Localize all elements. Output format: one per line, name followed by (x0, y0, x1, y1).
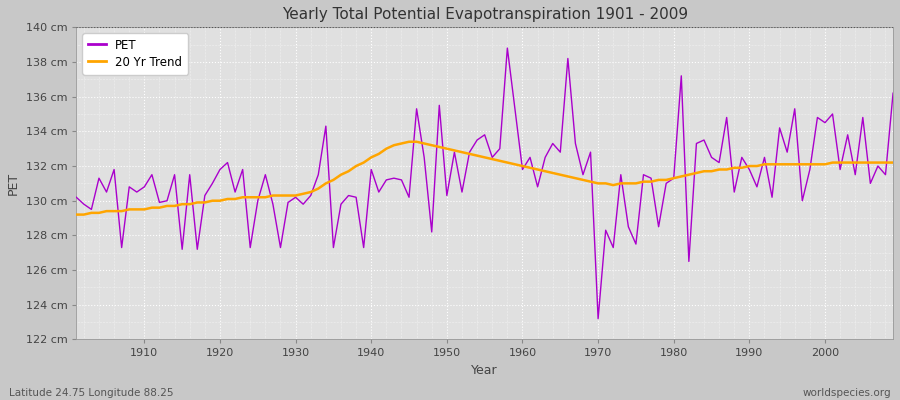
Text: Latitude 24.75 Longitude 88.25: Latitude 24.75 Longitude 88.25 (9, 388, 174, 398)
Legend: PET, 20 Yr Trend: PET, 20 Yr Trend (82, 33, 188, 74)
Title: Yearly Total Potential Evapotranspiration 1901 - 2009: Yearly Total Potential Evapotranspiratio… (282, 7, 688, 22)
Y-axis label: PET: PET (7, 172, 20, 195)
Text: worldspecies.org: worldspecies.org (803, 388, 891, 398)
X-axis label: Year: Year (472, 364, 498, 377)
